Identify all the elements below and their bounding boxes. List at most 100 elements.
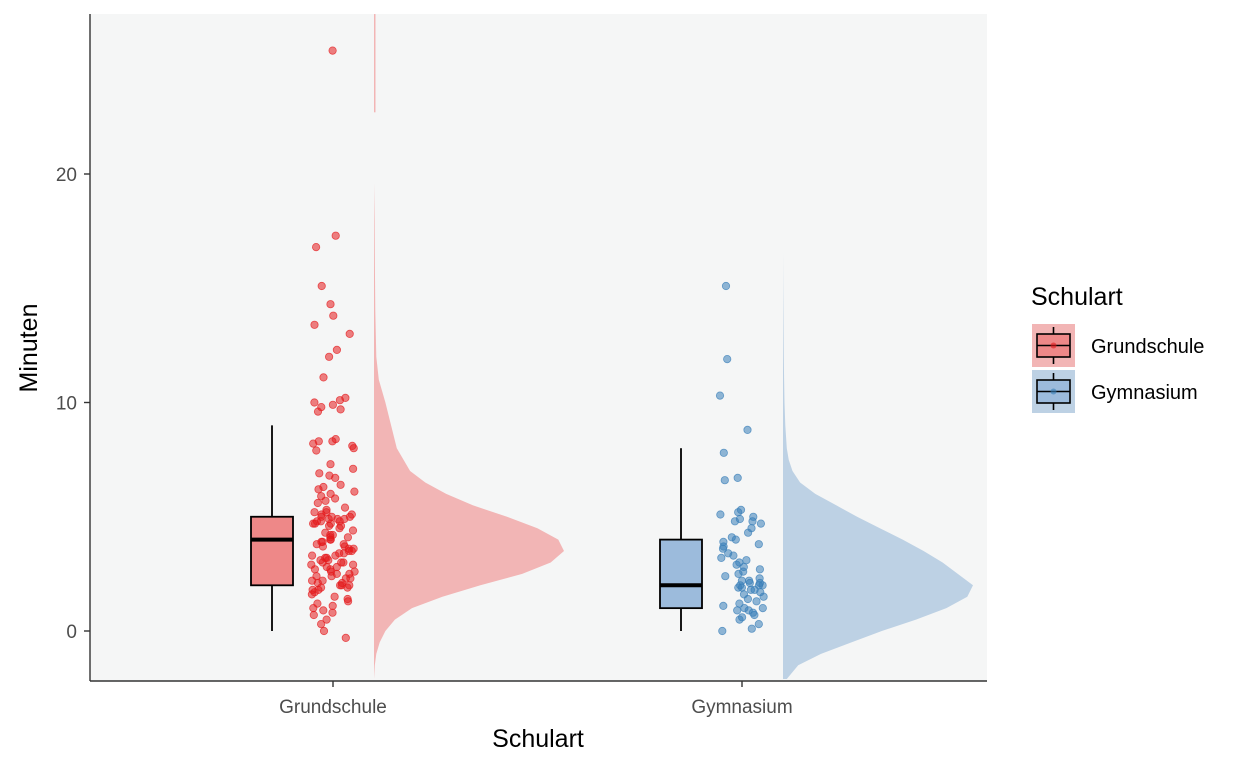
point-grundschule (346, 574, 355, 583)
point-gymnasium (719, 448, 728, 457)
density-gymnasium (783, 251, 973, 679)
density-tail-grundschule (374, 14, 376, 113)
density-grundschule (374, 183, 564, 679)
point-grundschule (312, 446, 321, 455)
point-grundschule (318, 542, 327, 551)
point-gymnasium (721, 281, 731, 291)
point-grundschule (335, 396, 344, 405)
legend: Schulart Grundschule Gymnasium (1031, 283, 1204, 413)
point-gymnasium (758, 603, 767, 613)
point-grundschule (329, 311, 338, 320)
point-gymnasium (747, 624, 756, 633)
point-grundschule (328, 437, 337, 446)
point-grundschule (343, 533, 352, 542)
point-grundschule (336, 480, 345, 489)
point-grundschule (343, 597, 353, 606)
point-gymnasium (733, 473, 742, 482)
point-grundschule (319, 373, 328, 382)
point-gymnasium (729, 551, 738, 560)
point-grundschule (328, 46, 337, 55)
point-grundschule (335, 524, 344, 533)
point-grundschule (330, 592, 339, 601)
point-gymnasium (754, 619, 763, 629)
point-gymnasium (743, 594, 753, 604)
point-grundschule (310, 565, 319, 574)
point-gymnasium (720, 476, 729, 485)
point-gymnasium (721, 572, 730, 581)
point-gymnasium (754, 540, 763, 549)
y-axis-ticks: 0 10 20 (56, 165, 90, 643)
plot-marks (250, 14, 973, 679)
point-grundschule (336, 405, 345, 414)
point-grundschule (310, 398, 319, 407)
point-grundschule (319, 626, 329, 636)
point-grundschule (345, 329, 354, 338)
point-gymnasium (742, 556, 751, 565)
point-grundschule (321, 496, 330, 505)
point-grundschule (328, 608, 337, 617)
legend-title: Schulart (1031, 283, 1123, 311)
point-grundschule (331, 231, 340, 240)
point-gymnasium (734, 508, 743, 517)
point-grundschule (327, 572, 336, 581)
point-grundschule (343, 583, 352, 592)
point-grundschule (350, 487, 359, 496)
point-grundschule (309, 603, 318, 613)
point-grundschule (348, 560, 358, 569)
y-tick-label: 20 (56, 165, 77, 186)
point-grundschule (316, 619, 326, 629)
point-gymnasium (733, 606, 742, 615)
x-tick-label: Grundschule (279, 697, 387, 718)
point-grundschule (315, 469, 324, 478)
x-axis-title: Schulart (492, 725, 584, 753)
point-grundschule (311, 243, 321, 252)
point-gymnasium (732, 560, 741, 569)
legend-key-point-grundschule (1050, 342, 1057, 349)
point-gymnasium (748, 517, 757, 526)
point-gymnasium (718, 544, 728, 553)
point-grundschule (328, 601, 337, 611)
legend-label-grundschule: Grundschule (1091, 336, 1204, 358)
point-grundschule (341, 633, 350, 643)
point-grundschule (330, 494, 340, 503)
point-gymnasium (716, 510, 725, 519)
point-grundschule (326, 460, 335, 469)
x-tick-label: Gymnasium (691, 697, 792, 718)
point-grundschule (308, 519, 318, 528)
box-gymnasium (659, 538, 703, 610)
point-grundschule (339, 558, 348, 567)
point-grundschule (349, 444, 358, 453)
point-grundschule (328, 400, 337, 409)
point-grundschule (335, 581, 345, 590)
point-gymnasium (756, 519, 766, 528)
legend-label-gymnasium: Gymnasium (1091, 382, 1198, 404)
point-gymnasium (755, 565, 765, 574)
y-axis-title: Minuten (15, 304, 43, 393)
point-gymnasium (750, 610, 759, 620)
point-gymnasium (735, 615, 744, 624)
point-gymnasium (745, 578, 754, 588)
point-grundschule (331, 473, 340, 482)
point-grundschule (340, 503, 350, 512)
point-gymnasium (719, 601, 728, 611)
point-grundschule (331, 551, 340, 560)
point-gymnasium (730, 517, 740, 526)
point-grundschule (310, 320, 319, 329)
point-gymnasium (717, 553, 726, 563)
point-grundschule (326, 535, 335, 544)
x-axis-ticks: Grundschule Gymnasium (279, 681, 793, 718)
point-grundschule (313, 498, 322, 508)
point-grundschule (322, 615, 331, 624)
point-gymnasium (718, 626, 727, 636)
point-gymnasium (737, 583, 747, 592)
point-grundschule (332, 345, 341, 354)
point-gymnasium (743, 425, 752, 434)
point-grundschule (348, 526, 358, 535)
point-grundschule (348, 464, 358, 473)
box-grundschule (250, 515, 294, 587)
point-gymnasium (715, 391, 725, 400)
point-grundschule (309, 610, 318, 620)
point-grundschule (317, 281, 326, 291)
point-grundschule (307, 590, 316, 599)
